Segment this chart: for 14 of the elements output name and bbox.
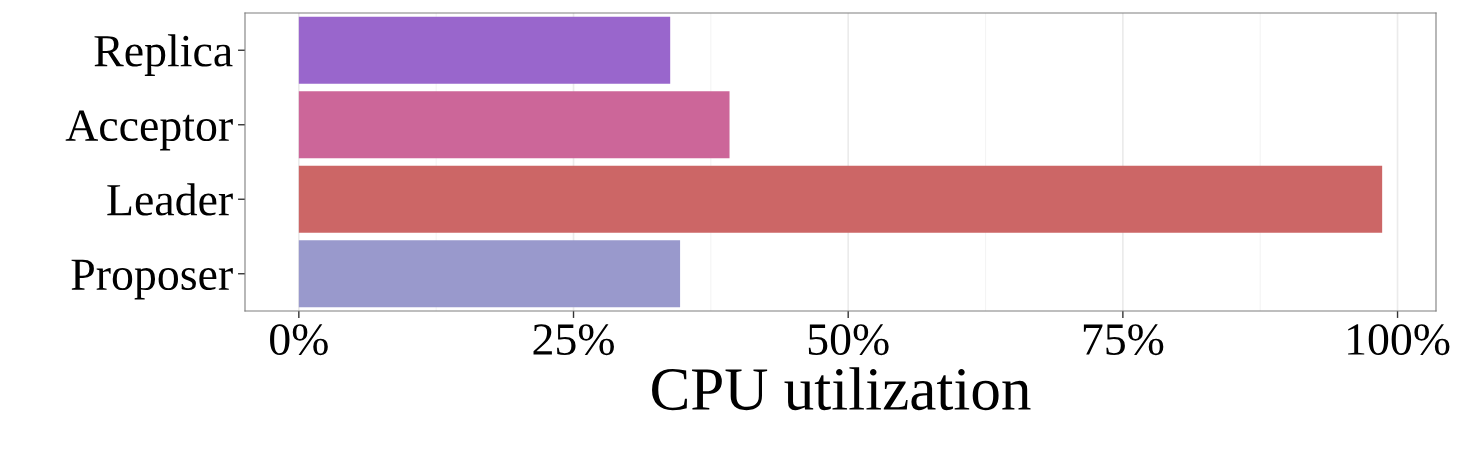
x-tick-label: 50% (808, 324, 889, 356)
y-tick-label: Acceptor (65, 110, 233, 151)
y-tick-label: Replica (94, 34, 233, 76)
y-tick-label: Leader (107, 183, 233, 216)
bar (298, 16, 671, 84)
bar (298, 91, 730, 159)
x-tick-label: 0% (270, 324, 328, 356)
bar (298, 165, 1383, 233)
x-tick-label: 25% (533, 324, 614, 356)
x-tick-label: 100% (1348, 324, 1450, 356)
y-tick-label: Proposer (71, 259, 233, 300)
bar (298, 240, 681, 308)
x-tick-label: 75% (1083, 324, 1164, 356)
x-axis-title: CPU utilization (652, 367, 1031, 411)
